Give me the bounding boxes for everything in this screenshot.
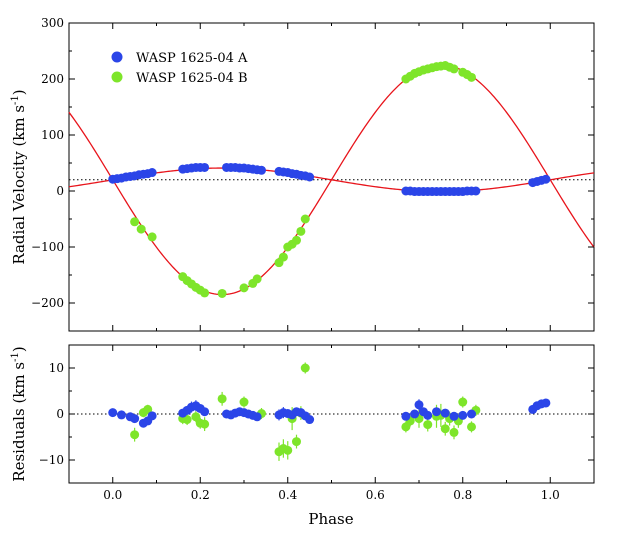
res-point-a bbox=[414, 400, 424, 410]
legend-marker-b bbox=[111, 71, 123, 83]
res-point-a bbox=[410, 409, 420, 419]
res-point-b bbox=[283, 445, 293, 455]
rv-point-a bbox=[257, 165, 266, 175]
xtick-label: 0.2 bbox=[191, 488, 210, 502]
xtick-label: 1.0 bbox=[541, 488, 560, 502]
x-axis-label: Phase bbox=[308, 510, 353, 528]
res-point-a bbox=[423, 410, 433, 420]
rv-point-b bbox=[147, 232, 157, 242]
res-point-b bbox=[467, 422, 476, 432]
phase-x-axis: 0.0 0.2 0.4 0.6 0.8 1.0 bbox=[68, 23, 595, 502]
rv-point-a bbox=[200, 162, 210, 172]
legend-label-a: WASP 1625-04 A bbox=[136, 51, 248, 66]
rv-point-b bbox=[296, 226, 306, 236]
rv-y-axis-label: Radial Velocity (km s-1) bbox=[10, 89, 28, 264]
residuals-y-axis: −10 0 10 bbox=[39, 344, 594, 484]
rv-ytick-label: −200 bbox=[31, 296, 64, 310]
res-point-b bbox=[458, 397, 468, 407]
res-point-b bbox=[440, 424, 450, 434]
rv-point-b bbox=[300, 214, 310, 224]
res-ytick-label: 10 bbox=[49, 361, 64, 375]
legend-label-b: WASP 1625-04 B bbox=[136, 71, 248, 86]
res-point-b bbox=[191, 412, 201, 422]
res-point-a bbox=[305, 415, 315, 425]
rv-point-b bbox=[200, 288, 210, 298]
res-ytick-label: 0 bbox=[56, 407, 64, 421]
rv-point-a bbox=[541, 174, 551, 184]
res-point-a bbox=[200, 407, 210, 417]
rv-point-b bbox=[278, 252, 288, 262]
model-curve-b bbox=[68, 64, 595, 296]
residuals-y-axis-label: Residuals (km s-1) bbox=[10, 346, 28, 481]
rv-point-a bbox=[305, 172, 315, 182]
res-point-b bbox=[217, 394, 227, 404]
rv-point-b bbox=[449, 64, 459, 74]
res-point-b bbox=[292, 437, 301, 447]
res-point-a bbox=[401, 411, 411, 421]
xtick-label: 0.4 bbox=[278, 488, 297, 502]
res-point-b bbox=[423, 420, 433, 430]
rv-ytick-label: 200 bbox=[41, 72, 64, 86]
rv-ytick-label: 0 bbox=[56, 184, 64, 198]
res-point-b bbox=[449, 427, 459, 437]
rv-point-a bbox=[147, 168, 157, 178]
res-point-a bbox=[541, 398, 551, 408]
res-point-b bbox=[200, 419, 210, 429]
res-point-a bbox=[130, 414, 140, 424]
rv-plot-area bbox=[68, 61, 595, 298]
res-point-a bbox=[467, 409, 476, 419]
xtick-label: 0.0 bbox=[103, 488, 122, 502]
rv-point-b bbox=[292, 235, 301, 245]
res-point-b bbox=[239, 397, 249, 407]
res-point-b bbox=[182, 415, 192, 425]
res-point-a bbox=[108, 408, 118, 418]
res-point-a bbox=[117, 410, 126, 420]
legend-marker-a bbox=[111, 51, 123, 63]
rv-y-axis: −200 −100 0 100 200 300 bbox=[31, 16, 594, 332]
rv-ytick-label: 300 bbox=[41, 16, 64, 30]
res-point-b bbox=[300, 363, 310, 373]
res-point-a bbox=[440, 408, 450, 418]
xtick-label: 0.8 bbox=[453, 488, 472, 502]
rv-point-b bbox=[136, 224, 146, 234]
rv-point-b bbox=[130, 217, 140, 227]
xtick-label: 0.6 bbox=[366, 488, 385, 502]
res-point-a bbox=[449, 411, 459, 421]
res-point-a bbox=[252, 412, 262, 422]
rv-ytick-label: −100 bbox=[31, 240, 64, 254]
rv-point-b bbox=[252, 274, 262, 284]
rv-ytick-label: 100 bbox=[41, 128, 64, 142]
res-point-a bbox=[147, 411, 157, 421]
legend: WASP 1625-04 A WASP 1625-04 B bbox=[111, 51, 248, 86]
rv-point-b bbox=[467, 72, 476, 82]
res-point-b bbox=[143, 404, 153, 414]
rv-point-b bbox=[217, 288, 227, 298]
rv-point-a bbox=[471, 186, 481, 196]
res-point-b bbox=[130, 430, 140, 440]
rv-point-b bbox=[239, 283, 249, 293]
res-ytick-label: −10 bbox=[39, 453, 64, 467]
res-point-a bbox=[432, 407, 441, 417]
res-point-a bbox=[458, 410, 468, 420]
residuals-plot-area bbox=[69, 362, 594, 461]
